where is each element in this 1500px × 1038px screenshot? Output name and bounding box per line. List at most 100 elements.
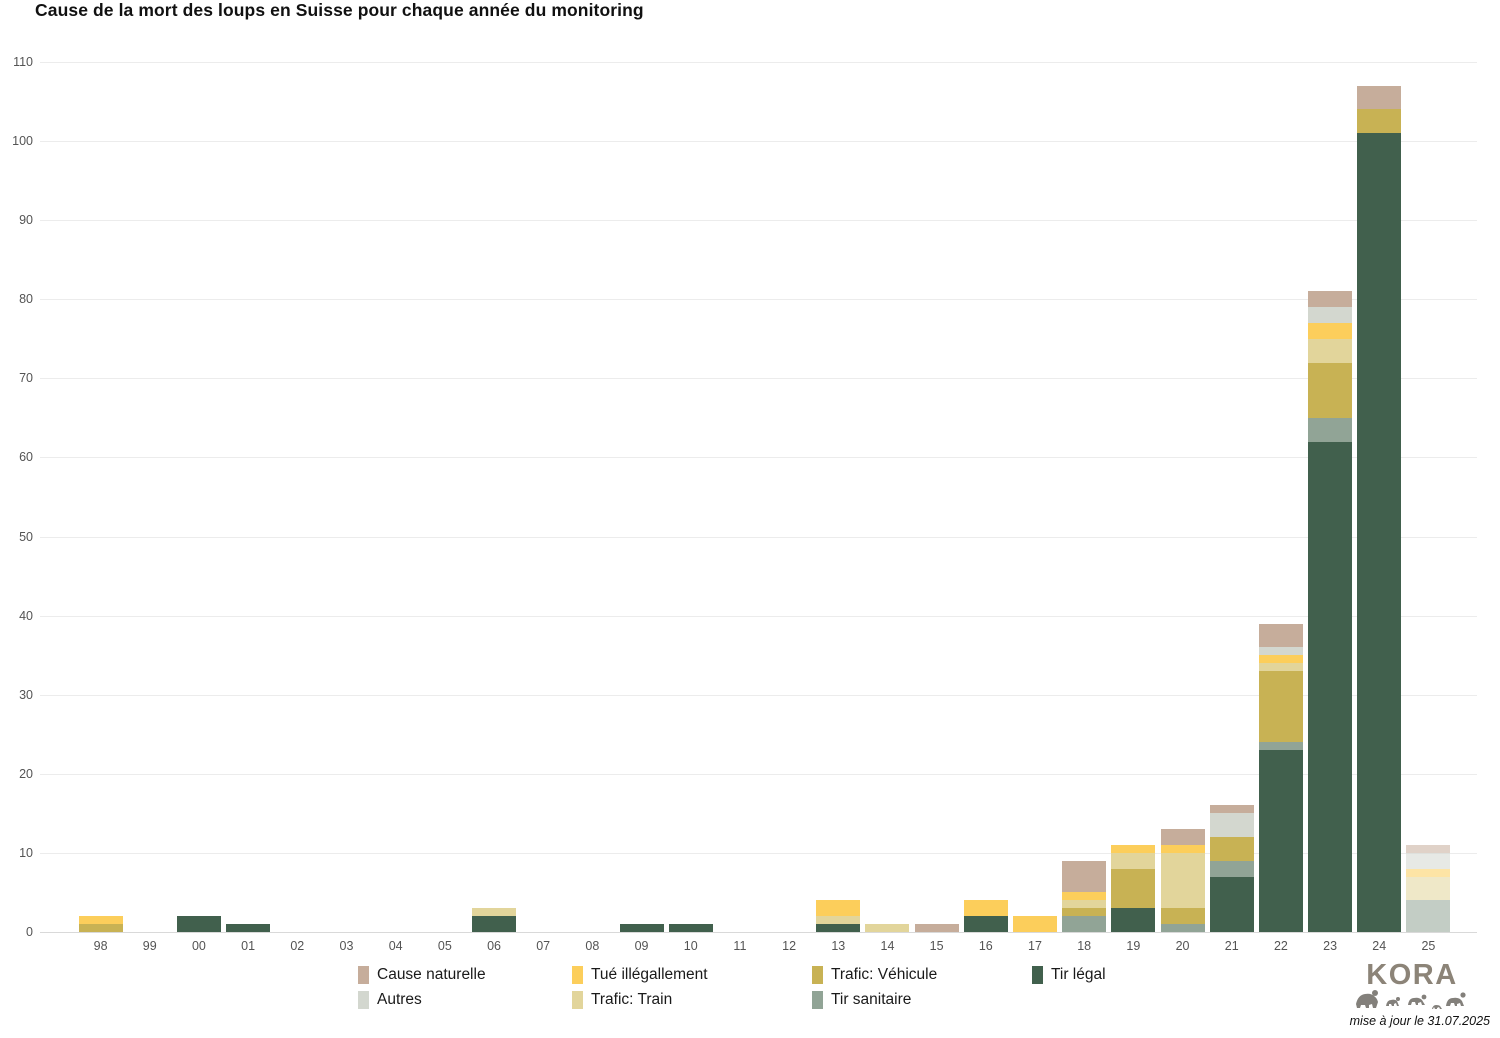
bar-segment[interactable] (1357, 109, 1402, 134)
legend-label: Tué illégallement (591, 965, 708, 983)
y-axis-tick-label: 30 (19, 687, 33, 702)
bar-segment[interactable] (1160, 924, 1205, 932)
bar-segment[interactable] (1013, 916, 1057, 932)
bar-segment[interactable] (1209, 837, 1254, 861)
bar-segment[interactable] (1308, 338, 1353, 363)
bar-segment[interactable] (1308, 291, 1353, 308)
x-axis-tick-label: 04 (388, 939, 403, 953)
legend-swatch-icon (358, 965, 369, 984)
x-axis-tick-label: 24 (1372, 939, 1387, 953)
bar-segment[interactable] (963, 900, 1008, 917)
y-axis-tick-label: 20 (19, 766, 33, 781)
bar-segment[interactable] (865, 924, 910, 932)
kora-logo: KORA (1352, 960, 1472, 1012)
bar-segment[interactable] (1258, 750, 1303, 932)
bar-segment[interactable] (914, 924, 959, 932)
x-axis-tick-label: 05 (437, 939, 452, 953)
bar-segment[interactable] (472, 916, 517, 932)
bar-segment[interactable] (619, 924, 664, 932)
bar-segment[interactable] (1406, 868, 1451, 877)
bar-segment[interactable] (1062, 908, 1107, 917)
bar-segment[interactable] (1209, 876, 1254, 932)
bar-segment[interactable] (1406, 876, 1451, 901)
legend-item[interactable]: Tir sanitaire (812, 987, 1032, 1012)
bar-segment[interactable] (1160, 908, 1205, 925)
bar-segment[interactable] (1258, 663, 1303, 671)
y-axis-tick-label: 50 (19, 529, 33, 544)
x-axis-tick-label: 09 (634, 939, 649, 953)
bar-segment[interactable] (1308, 323, 1353, 339)
bar-segment[interactable] (1308, 441, 1353, 932)
bar-segment[interactable] (1406, 852, 1451, 869)
bar-segment[interactable] (1308, 362, 1353, 418)
bar-segment[interactable] (1308, 307, 1353, 323)
bar-segment[interactable] (176, 916, 221, 932)
bar-segment[interactable] (1209, 813, 1254, 838)
bar-segment[interactable] (78, 924, 123, 932)
x-axis-tick-label: 25 (1421, 939, 1436, 953)
bar-segment[interactable] (1111, 908, 1156, 932)
bar-segment[interactable] (816, 924, 861, 932)
bar-segment[interactable] (1160, 845, 1205, 853)
x-axis-tick-label: 98 (93, 939, 108, 953)
bar-segment[interactable] (1406, 900, 1451, 932)
x-axis-tick-label: 15 (929, 939, 944, 953)
legend-label: Autres (377, 990, 422, 1008)
legend-item[interactable]: Cause naturelle (358, 962, 572, 987)
legend-column: Tué illégallement Trafic: Train (572, 962, 812, 1012)
bar-segment[interactable] (816, 916, 861, 925)
x-axis-tick-label: 23 (1323, 939, 1338, 953)
y-gridline (40, 378, 1477, 380)
y-axis-tick-label: 0 (26, 925, 33, 939)
bar-segment[interactable] (1062, 892, 1107, 901)
legend-label: Trafic: Train (591, 990, 673, 1008)
bar-segment[interactable] (1062, 916, 1107, 932)
bar-segment[interactable] (963, 916, 1008, 932)
y-axis-tick-label: 100 (12, 134, 33, 149)
x-axis-tick-label: 18 (1077, 939, 1092, 953)
bar-segment[interactable] (816, 900, 861, 917)
bar-segment[interactable] (1062, 860, 1107, 893)
bar-segment[interactable] (78, 916, 123, 925)
bar-segment[interactable] (226, 924, 271, 932)
y-gridline (40, 457, 1477, 459)
bar-segment[interactable] (1258, 742, 1303, 751)
bar-segment[interactable] (1258, 671, 1303, 743)
legend-column: Cause naturelle Autres (358, 962, 572, 1012)
legend-item[interactable]: Tir légal (1032, 962, 1152, 987)
bar-segment[interactable] (1258, 647, 1303, 656)
bar-segment[interactable] (1209, 805, 1254, 814)
legend-swatch-icon (358, 990, 369, 1009)
bar-segment[interactable] (1062, 900, 1107, 909)
bar-segment[interactable] (1111, 868, 1156, 909)
y-gridline (40, 694, 1477, 696)
legend-item[interactable]: Autres (358, 987, 572, 1012)
y-axis-tick-label: 110 (13, 55, 33, 69)
y-gridline (40, 852, 1477, 854)
bar-segment[interactable] (1406, 845, 1451, 853)
legend-item[interactable]: Tué illégallement (572, 962, 812, 987)
bar-segment[interactable] (1111, 852, 1156, 869)
x-axis-tick-label: 07 (536, 939, 551, 953)
bar-segment[interactable] (1160, 829, 1205, 845)
bar-segment[interactable] (1160, 852, 1205, 909)
bar-segment[interactable] (1308, 417, 1353, 442)
x-axis-tick-label: 19 (1126, 939, 1141, 953)
legend-swatch-icon (812, 965, 823, 984)
bar-segment[interactable] (1357, 133, 1402, 932)
bar-segment[interactable] (1111, 845, 1156, 853)
kora-animals-icon (1356, 990, 1466, 1009)
y-axis-tick-label: 40 (19, 608, 33, 623)
bar-segment[interactable] (668, 924, 713, 932)
bar-segment[interactable] (1258, 623, 1303, 648)
bar-segment[interactable] (1258, 655, 1303, 664)
x-axis-tick-label: 02 (290, 939, 305, 953)
legend-item[interactable]: Trafic: Train (572, 987, 812, 1012)
x-axis-tick-label: 00 (191, 939, 206, 953)
bar-segment[interactable] (1357, 85, 1402, 110)
bar-segment[interactable] (1209, 860, 1254, 877)
legend-item[interactable]: Trafic: Véhicule (812, 962, 1032, 987)
bar-segment[interactable] (472, 908, 517, 917)
x-axis-tick-label: 20 (1175, 939, 1190, 953)
legend-swatch-icon (572, 965, 583, 984)
